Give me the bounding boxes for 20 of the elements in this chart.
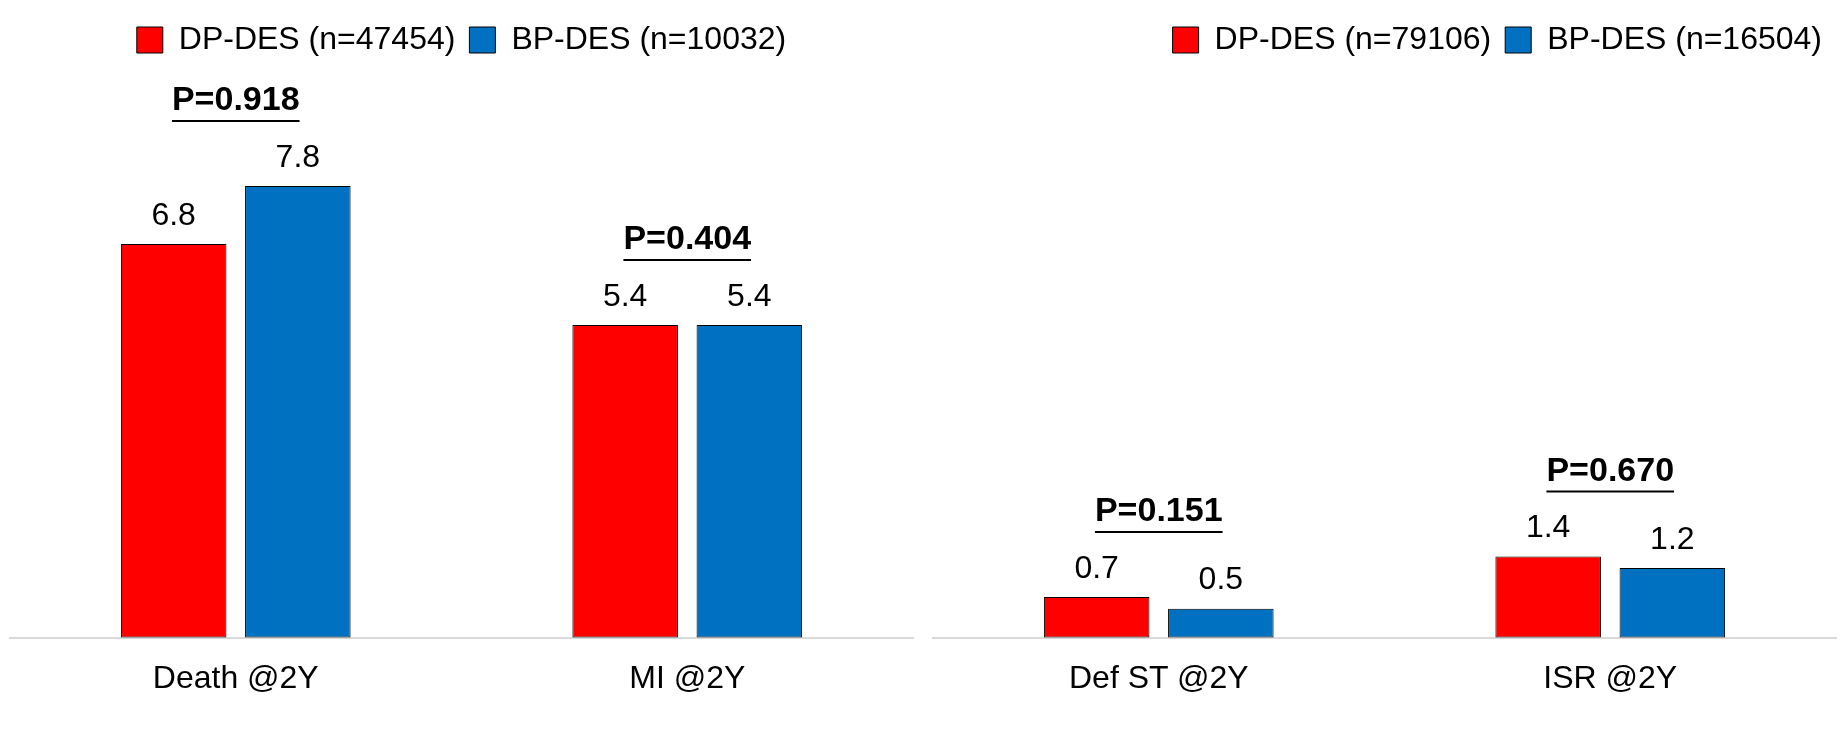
data-label: 1.2 — [1650, 519, 1695, 556]
data-label: 0.5 — [1198, 560, 1244, 597]
legend-label: BP-DES (n=16504) — [1547, 19, 1822, 56]
x-tick-label: Def ST @2Y — [1068, 658, 1249, 695]
x-tick-label: Death @2Y — [152, 658, 319, 695]
text: P=0.918 — [171, 79, 300, 118]
data-label: 5.4 — [727, 276, 772, 313]
annotation: P=0.404 — [623, 218, 752, 257]
data-label: 7.8 — [275, 137, 321, 174]
x-tick-label: ISR @2Y — [1543, 658, 1678, 695]
data-label: 0.7 — [1074, 548, 1119, 585]
legend-label: BP-DES (n=10032) — [511, 19, 787, 56]
x-tick-label: MI @2Y — [629, 658, 746, 695]
text: P=0.670 — [1546, 449, 1675, 488]
data-label: 6.8 — [151, 195, 196, 232]
data-label: 5.4 — [602, 276, 648, 313]
text: P=0.151 — [1094, 490, 1223, 529]
data-label: 1.4 — [1525, 508, 1571, 545]
legend-label: DP-DES (n=79106) — [1214, 19, 1492, 56]
legend-label: DP-DES (n=47454) — [178, 19, 456, 56]
